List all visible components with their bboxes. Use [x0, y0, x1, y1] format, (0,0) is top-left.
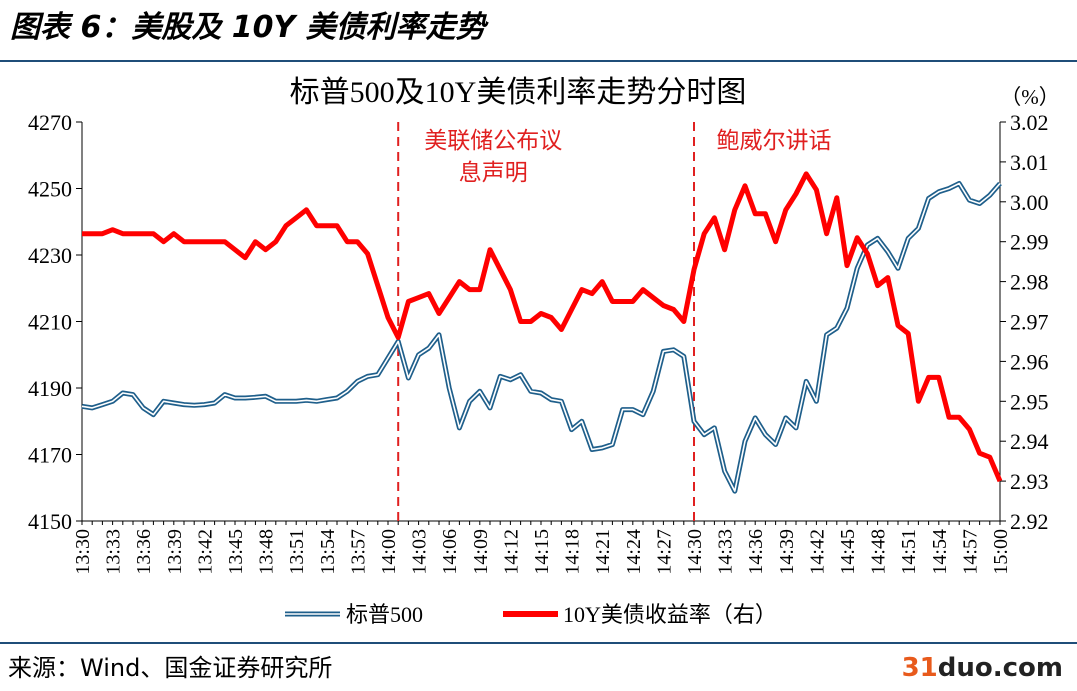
right-tick-label: 2.95: [1010, 389, 1049, 414]
x-tick-label: 14:09: [470, 529, 492, 575]
x-tick-label: 13:42: [194, 529, 216, 575]
x-tick-label: 14:45: [837, 529, 859, 575]
source-note: 来源：Wind、国金证券研究所: [8, 654, 333, 682]
x-tick-label: 14:36: [745, 529, 767, 575]
right-tick-label: 2.99: [1010, 230, 1049, 255]
x-tick-label: 13:57: [347, 529, 369, 575]
watermark-logo: 31duo.com: [902, 650, 1063, 686]
top-rule: [0, 60, 1077, 62]
right-tick-label: 2.98: [1010, 270, 1049, 295]
right-tick-label: 2.97: [1010, 310, 1049, 335]
left-tick-label: 4270: [28, 110, 72, 135]
x-tick-label: 14:18: [562, 529, 584, 575]
left-tick-label: 4150: [28, 509, 72, 534]
right-tick-label: 2.94: [1010, 429, 1049, 454]
x-tick-label: 14:06: [439, 529, 461, 575]
left-tick-label: 4190: [28, 376, 72, 401]
x-tick-label: 15:00: [990, 529, 1012, 575]
x-tick-label: 14:24: [623, 529, 645, 575]
legend-sp500-label: 标普500: [346, 602, 423, 627]
x-tick-label: 14:42: [806, 529, 828, 575]
left-tick-label: 4210: [28, 310, 72, 335]
legend-yield-label: 10Y美债收益率（右）: [563, 602, 777, 627]
x-tick-label: 14:00: [378, 529, 400, 575]
right-tick-label: 3.02: [1010, 110, 1049, 135]
x-tick-label: 13:48: [256, 529, 278, 575]
x-tick-label: 14:51: [898, 529, 920, 575]
x-tick-label: 13:30: [72, 529, 94, 575]
x-tick-label: 14:54: [929, 529, 951, 575]
x-tick-label: 14:12: [500, 529, 522, 575]
x-tick-label: 13:39: [164, 529, 186, 575]
x-tick-label: 13:45: [225, 529, 247, 575]
x-tick-label: 13:33: [103, 529, 125, 575]
x-tick-label: 14:03: [409, 529, 431, 575]
x-tick-label: 13:54: [317, 529, 339, 575]
yield-series-line: [82, 171, 1003, 483]
right-tick-label: 2.92: [1010, 509, 1049, 534]
x-tick-label: 14:15: [531, 529, 553, 575]
x-tick-label: 13:51: [286, 529, 308, 575]
right-tick-label: 2.96: [1010, 349, 1049, 374]
x-tick-label: 13:36: [133, 529, 155, 575]
x-tick-label: 14:48: [868, 529, 890, 575]
left-tick-label: 4230: [28, 243, 72, 268]
chart-canvas: 标普500及10Y美债利率走势分时图 （%） 4150 4170 4190 4210 423…: [28, 76, 1060, 627]
event-annotation-label: 美联储公布议: [424, 128, 562, 153]
x-tick-label: 14:21: [592, 529, 614, 575]
left-tick-label: 4170: [28, 443, 72, 468]
x-tick-label: 14:57: [959, 529, 981, 575]
right-axis-unit: （%）: [1000, 85, 1060, 109]
event-annotation-label: 鲍威尔讲话: [717, 128, 832, 153]
right-tick-label: 3.01: [1010, 150, 1049, 175]
figure-title: 图表 6：美股及 10Y 美债利率走势: [10, 10, 486, 45]
x-tick-label: 14:39: [776, 529, 798, 575]
x-tick-label: 14:30: [684, 529, 706, 575]
bottom-rule: [0, 642, 1077, 644]
right-tick-label: 2.93: [1010, 469, 1049, 494]
x-tick-label: 14:27: [653, 529, 675, 575]
x-tick-label: 14:33: [715, 529, 737, 575]
right-tick-label: 3.00: [1010, 190, 1049, 215]
watermark-prefix: 31: [901, 653, 938, 683]
watermark-name: duo.com: [937, 653, 1063, 683]
left-tick-label: 4250: [28, 177, 72, 202]
event-annotation-label: 息声明: [459, 160, 528, 185]
sp500-series-line-outer: [81, 181, 1002, 494]
chart-title: 标普500及10Y美债利率走势分时图: [290, 76, 747, 109]
sp500-series-line-inner: [81, 182, 1001, 492]
